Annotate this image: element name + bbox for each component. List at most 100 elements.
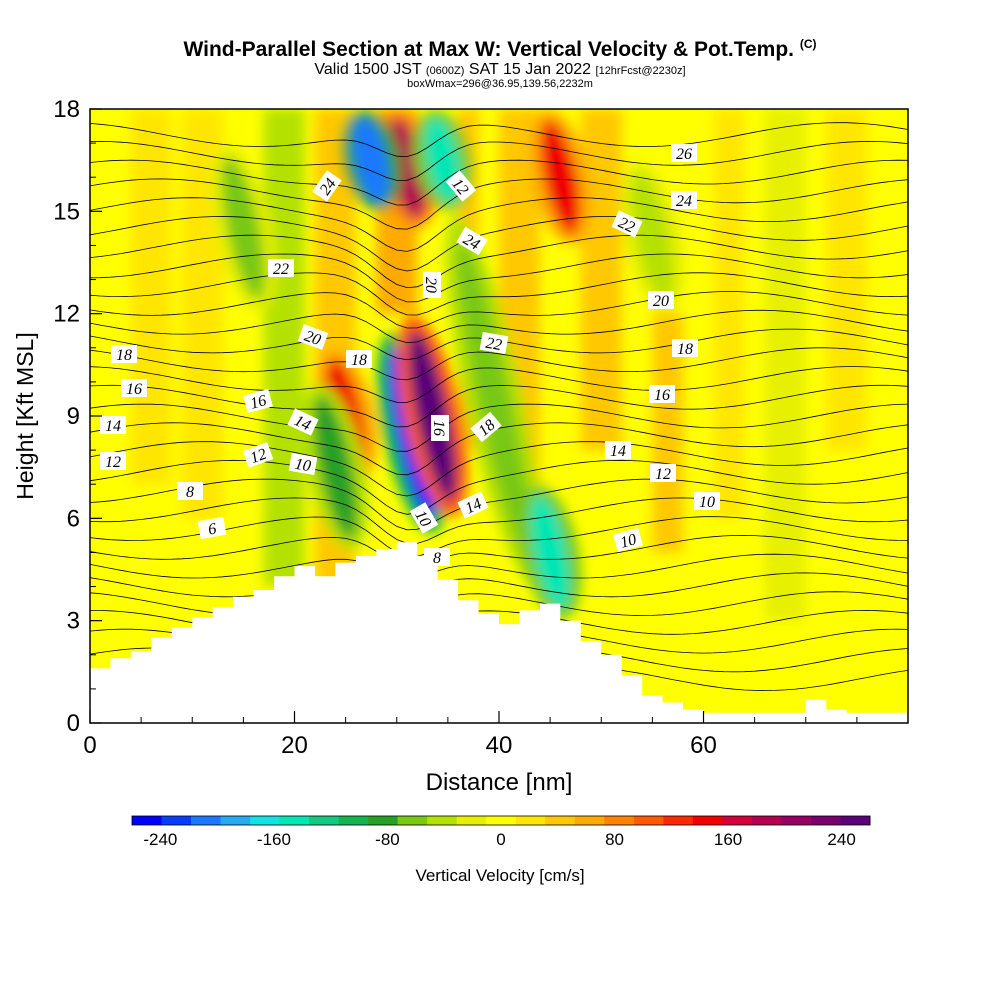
colorbar-swatch xyxy=(692,816,723,825)
theta-label: 20 xyxy=(297,324,329,350)
colorbar-swatch xyxy=(663,816,694,825)
theta-label-text: 8 xyxy=(433,550,441,567)
theta-label: 24 xyxy=(456,226,488,256)
y-tick-label: 6 xyxy=(67,505,80,532)
theta-label-bg xyxy=(346,350,372,368)
theta-label-bg xyxy=(694,492,720,510)
theta-label-text: 24 xyxy=(460,231,482,254)
theta-label-text: 22 xyxy=(484,335,503,355)
colorbar-swatch xyxy=(751,816,782,825)
theta-contour-line xyxy=(90,366,908,403)
y-tick-label: 18 xyxy=(53,96,80,123)
theta-contour-line xyxy=(90,309,908,344)
velocity-core xyxy=(530,495,570,610)
theta-label-text: 20 xyxy=(422,277,439,293)
y-tick-label: 15 xyxy=(53,198,80,225)
y-axis-label: Height [Kft MSL] xyxy=(12,332,38,499)
theta-label-bg xyxy=(424,548,450,566)
theta-label-bg xyxy=(470,411,502,443)
valid-date: SAT 15 Jan 2022 xyxy=(468,61,592,78)
colorbar-swatch xyxy=(722,816,753,825)
colorbar-swatch xyxy=(220,816,251,825)
theta-label-bg xyxy=(243,388,273,414)
theta-label: 14 xyxy=(457,491,489,519)
theta-label: 10 xyxy=(288,452,318,475)
theta-label-text: 16 xyxy=(654,387,670,404)
colorbar-tick-label: -80 xyxy=(375,830,400,849)
theta-contour-labels: 24 22 20 18 16 14 12 10 8 6 18 16 14 12 10 8 20 16 12 24 22 1… xyxy=(100,144,720,567)
chart-title: Wind-Parallel Section at Max W: Vertical… xyxy=(0,37,1000,62)
theta-label-bg xyxy=(613,527,643,553)
theta-contour-line xyxy=(90,253,908,303)
theta-label-text: 14 xyxy=(463,495,485,517)
theta-label-text: 18 xyxy=(116,347,132,364)
theta-contour-line xyxy=(90,216,908,272)
theta-contour-line xyxy=(90,197,908,252)
theta-contour-line xyxy=(90,459,908,515)
valid-time-utc: (0600Z) xyxy=(425,65,465,77)
theta-label-text: 18 xyxy=(677,341,693,358)
theta-label-bg xyxy=(445,170,477,202)
theta-label: 10 xyxy=(409,502,439,534)
theta-label: 18 xyxy=(346,350,372,369)
theta-label: 20 xyxy=(648,291,674,310)
theta-label-text: 12 xyxy=(248,446,269,467)
theta-label-bg xyxy=(423,272,441,298)
colorbar-swatch xyxy=(781,816,812,825)
colorbar-swatch xyxy=(191,816,222,825)
box-wmax-info: boxWmax=296@36.95,139.56,2232m xyxy=(407,78,593,90)
velocity-cell xyxy=(826,109,868,451)
velocity-cell xyxy=(580,109,622,451)
colorbar-swatch xyxy=(840,816,871,825)
theta-label-text: 12 xyxy=(655,466,671,483)
colorbar-tick-label: -160 xyxy=(257,830,291,849)
colorbar-swatch xyxy=(250,816,281,825)
theta-label-bg xyxy=(409,502,439,534)
chart-title-text: Wind-Parallel Section at Max W: Vertical… xyxy=(183,38,794,61)
theta-label: 12 xyxy=(650,464,676,483)
y-tick-label: 12 xyxy=(53,301,80,328)
terrain-profile xyxy=(90,542,908,723)
colorbar-swatch xyxy=(338,816,369,825)
x-axis-label: Distance [nm] xyxy=(426,769,573,796)
chart-title-suffix: (C) xyxy=(799,37,817,51)
theta-label-text: 16 xyxy=(248,392,268,413)
theta-contour-line xyxy=(90,291,908,329)
theta-label-text: 14 xyxy=(292,412,314,434)
theta-label: 22 xyxy=(479,331,509,355)
theta-contour-line xyxy=(90,272,908,316)
theta-label-bg xyxy=(121,379,147,397)
theta-label-bg xyxy=(431,415,449,441)
theta-label-bg xyxy=(650,464,676,482)
theta-label-bg xyxy=(479,331,509,355)
velocity-core xyxy=(221,157,266,300)
velocity-cell xyxy=(130,109,172,485)
theta-label-text: 16 xyxy=(126,381,142,398)
colorbar-swatch xyxy=(486,816,517,825)
colorbar-border xyxy=(131,815,871,826)
theta-label: 10 xyxy=(694,492,720,511)
theta-label-bg xyxy=(672,339,698,357)
colorbar-swatch xyxy=(810,816,841,825)
theta-contour-line xyxy=(90,347,908,381)
theta-label-text: 10 xyxy=(699,494,715,511)
theta-label: 12 xyxy=(242,442,274,468)
theta-label: 24 xyxy=(312,170,342,202)
colorbar-label: Vertical Velocity [cm/s] xyxy=(415,866,584,885)
theta-label-text: 22 xyxy=(273,261,289,278)
theta-label-bg xyxy=(111,345,137,363)
velocity-core xyxy=(353,117,390,203)
theta-contour-line xyxy=(90,572,908,598)
theta-contour-line xyxy=(90,478,908,531)
theta-label: 14 xyxy=(287,408,319,436)
colorbar-swatch xyxy=(574,816,605,825)
x-tick-label: 0 xyxy=(83,732,96,759)
velocity-core xyxy=(388,118,426,219)
colorbar-swatch xyxy=(604,816,635,825)
theta-label-text: 24 xyxy=(676,193,692,210)
theta-label-bg xyxy=(242,442,274,468)
theta-label-text: 22 xyxy=(616,214,638,236)
theta-label: 12 xyxy=(445,170,477,202)
theta-contour-line xyxy=(90,516,908,557)
theta-label-bg xyxy=(287,408,319,436)
